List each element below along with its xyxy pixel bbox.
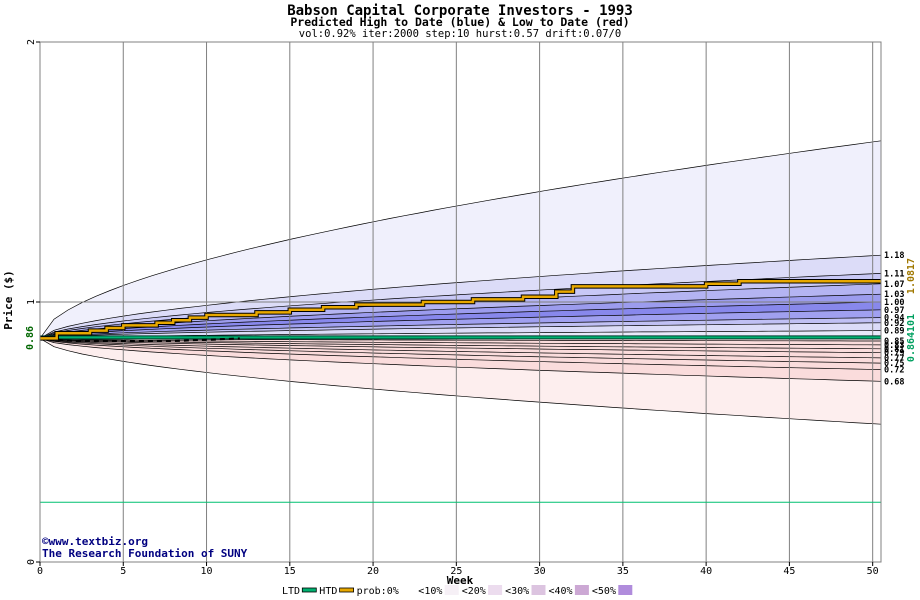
low-band-inner (40, 338, 881, 382)
x-tick-label-25: 25 (450, 566, 462, 577)
band-edge-line-6 (39, 301, 882, 339)
high-band-2 (40, 273, 881, 339)
high-band-4 (40, 294, 881, 339)
htd-line (40, 279, 881, 340)
legend-label-3: <10% (418, 586, 442, 597)
x-tick-label-40: 40 (700, 566, 712, 577)
x-tick-label-10: 10 (201, 566, 213, 577)
median-low-line (39, 337, 240, 342)
legend-swatch-4 (488, 585, 503, 595)
x-tick-label-35: 35 (617, 566, 629, 577)
htd-value-label: 1.0817 (906, 258, 917, 294)
x-tick-label-15: 15 (284, 566, 296, 577)
band-edge-label-1.11: 1.11 (884, 269, 904, 279)
band-edge-label-0.89: 0.89 (884, 327, 904, 337)
legend-label-7: <50% (592, 586, 616, 597)
band-edge-line-15 (39, 338, 882, 359)
series-lines (39, 278, 881, 503)
high-band-5 (40, 302, 881, 339)
legend-line-1 (339, 587, 355, 593)
band-edge-label-0.97: 0.97 (884, 306, 904, 316)
legend-label-2: prob:0% (357, 586, 399, 597)
legend-swatch-7 (618, 585, 633, 595)
x-tick-label-45: 45 (783, 566, 795, 577)
band-edge-label-0.77: 0.77 (884, 354, 904, 364)
legend-swatch-3 (444, 585, 459, 595)
band-edge-label-0.68: 0.68 (884, 377, 904, 387)
band-edge-label-0.83: 0.83 (884, 341, 904, 351)
band-edge-label-1.07: 1.07 (884, 280, 904, 290)
high-band-0 (40, 140, 881, 339)
band-edge-line-1 (39, 338, 882, 425)
band-edge-label-0.79: 0.79 (884, 349, 904, 359)
band-edge-line-5 (39, 293, 882, 339)
high-band-3 (40, 283, 881, 339)
x-tick-label-20: 20 (367, 566, 379, 577)
band-edge-line-7 (39, 309, 882, 339)
legend: LTD HTD prob:0% <10% <20% <30% <40% <50% (282, 585, 633, 597)
chart-title: Babson Capital Corporate Investors - 199… (287, 3, 633, 19)
legend-swatch-6 (574, 585, 589, 595)
band-edge-label-0.75: 0.75 (884, 359, 904, 369)
grid-lines (40, 42, 881, 562)
legend-label-4: <20% (462, 586, 486, 597)
band-edge-line-12 (39, 338, 882, 346)
band-edge-label-0.72: 0.72 (884, 366, 904, 376)
band-edge-line-9 (39, 322, 882, 339)
high-band-1 (40, 255, 881, 339)
band-edge-line-17 (39, 338, 882, 370)
y-tick-label-0: 0 (26, 559, 37, 565)
band-edge-line-16 (39, 338, 882, 364)
y-tick-label-2: 2 (26, 39, 37, 45)
band-edge-label-0.81: 0.81 (884, 345, 904, 355)
band-edge-label-1.18: 1.18 (884, 251, 904, 261)
axis-ticks: 0 5 10 15 20 25 30 35 40 45 50 0 1 2 (26, 39, 879, 577)
band-edge-line-14 (39, 338, 882, 354)
legend-label-6: <40% (549, 586, 573, 597)
chart-subtitle: Predicted High to Date (blue) & Low to D… (290, 15, 629, 29)
x-tick-label-5: 5 (120, 566, 126, 577)
ltd-value-label: 0.864101 (906, 314, 917, 362)
x-tick-label-0: 0 (37, 566, 43, 577)
band-edge-label-1.03: 1.03 (884, 290, 904, 300)
x-tick-label-50: 50 (867, 566, 879, 577)
legend-swatch-2 (401, 585, 416, 595)
legend-swatch-5 (531, 585, 546, 595)
watermark-org: The Research Foundation of SUNY (42, 547, 248, 560)
high-band-8 (40, 322, 881, 339)
legend-label-0: LTD (282, 586, 300, 597)
band-edge-label-0.85: 0.85 (884, 337, 904, 347)
band-edge-label-1.00: 1.00 (884, 298, 904, 308)
x-axis-label: Week (447, 574, 474, 587)
chart-parameters: vol:0.92% iter:2000 step:10 hurst:0.57 d… (299, 28, 621, 40)
band-edge-line-18 (39, 338, 882, 382)
watermark-url: ©www.textbiz.org (42, 535, 148, 548)
band-edge-line-2 (39, 254, 882, 339)
band-edge-line-13 (39, 338, 882, 350)
x-tick-label-30: 30 (534, 566, 546, 577)
y-tick-label-1: 1 (26, 299, 37, 305)
y-axis-label: Price ($) (2, 270, 15, 330)
band-edge-labels: 1.18 1.111.071.031.000.970.940.920.890.85… (884, 251, 904, 387)
band-edge-label-0.92: 0.92 (884, 319, 904, 329)
band-edge-line-0 (39, 140, 882, 339)
legend-label-5: <30% (505, 586, 529, 597)
band-edge-label-0.94: 0.94 (884, 314, 904, 324)
high-band-7 (40, 317, 881, 339)
probability-bands (39, 140, 882, 425)
legend-line-0 (301, 587, 317, 593)
current-price-label: 0.86 (25, 326, 36, 350)
legend-label-1: HTD (319, 586, 337, 597)
band-edge-line-8 (39, 317, 882, 339)
